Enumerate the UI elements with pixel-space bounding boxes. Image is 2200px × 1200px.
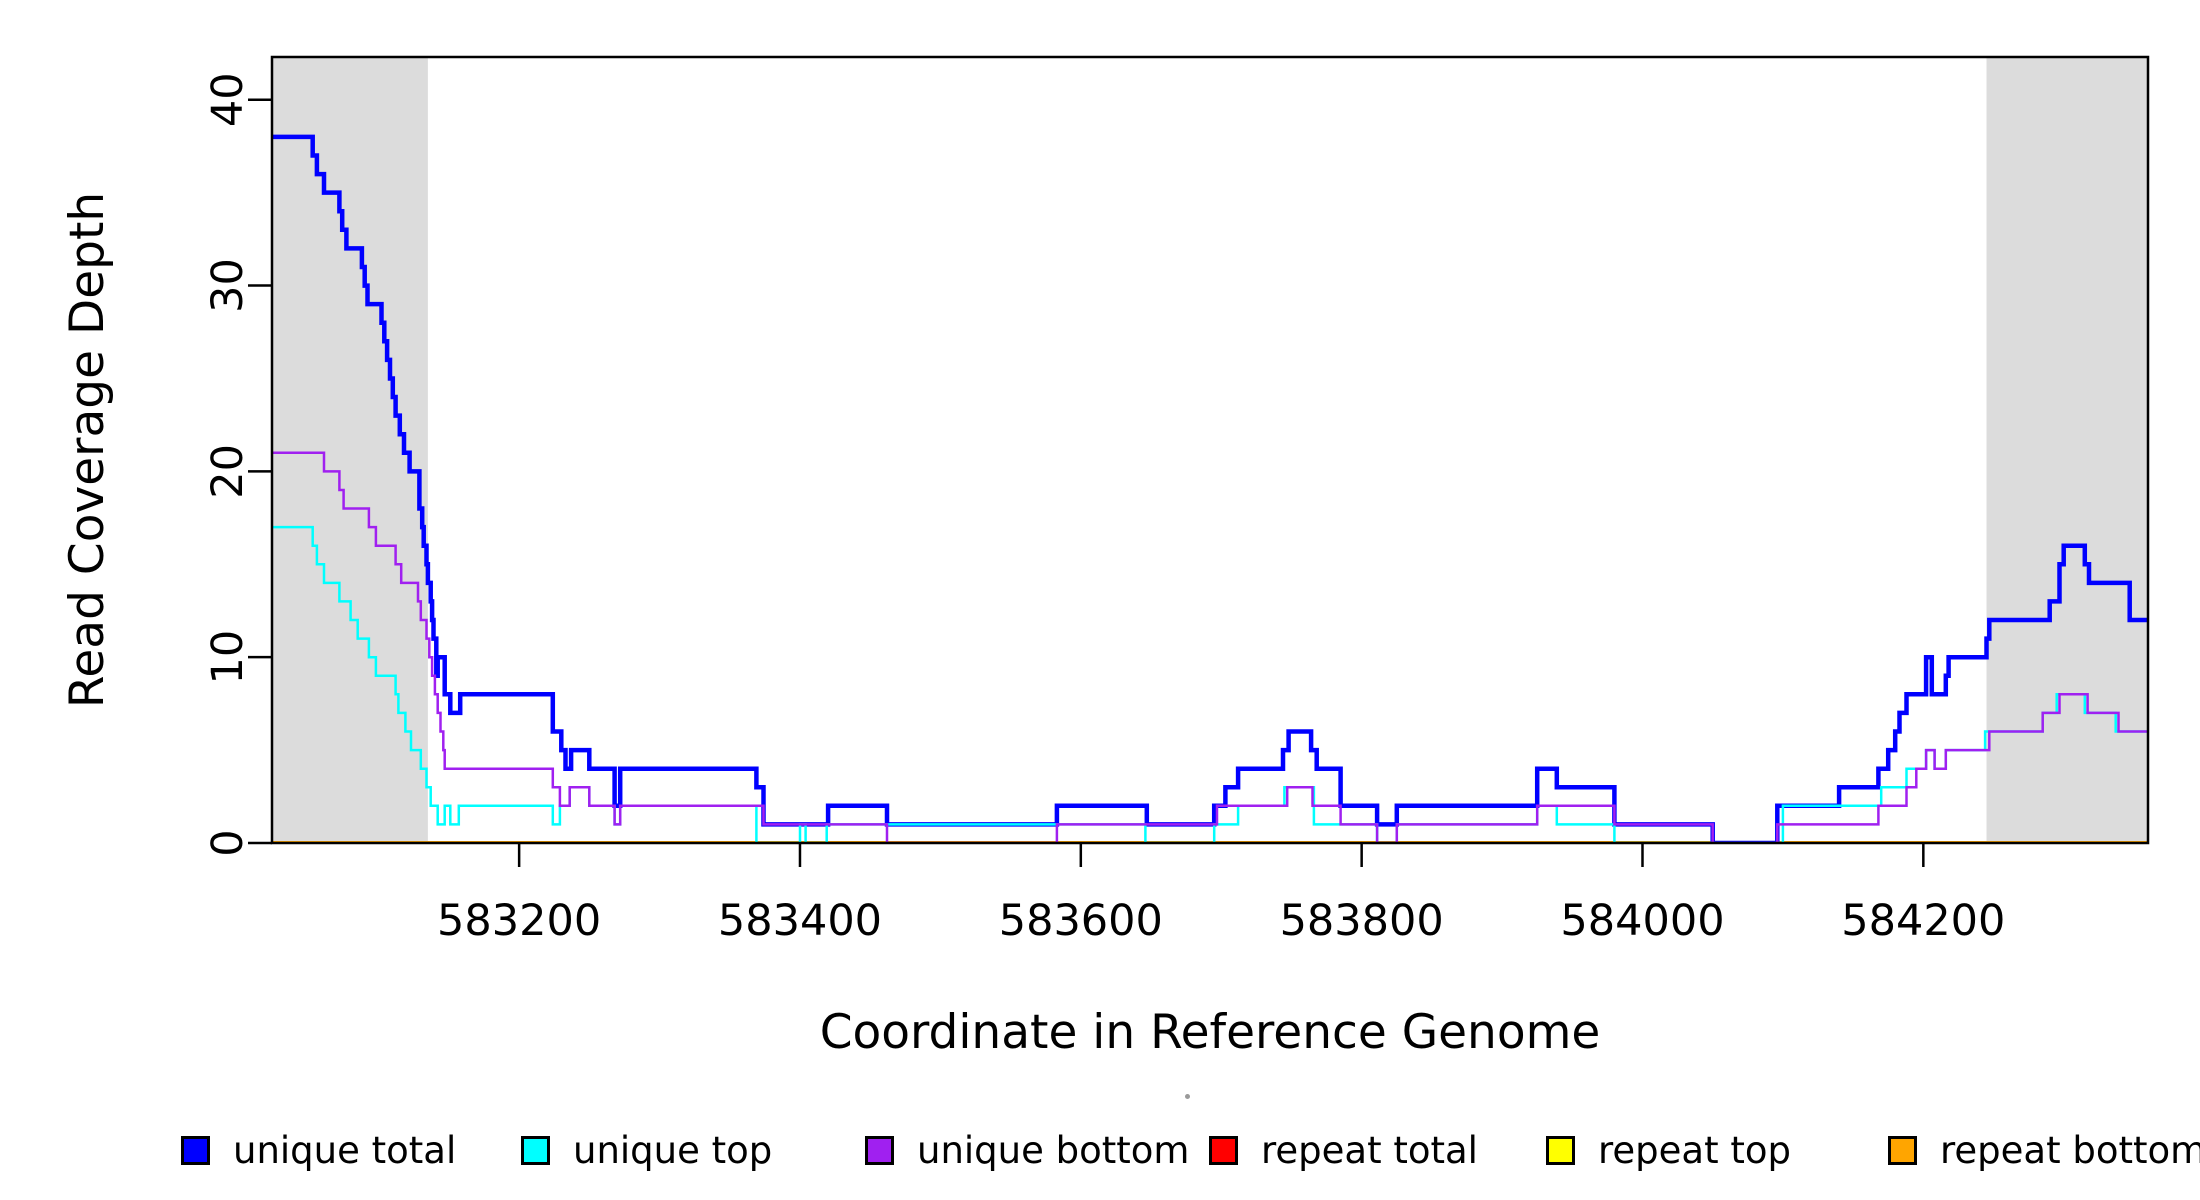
legend-item-unique-total: unique total <box>181 1120 456 1180</box>
series-line-unique-bottom <box>272 451 2148 843</box>
x-tick-label: 583800 <box>1280 896 1444 946</box>
series-line-unique-top <box>272 525 2148 843</box>
legend-label: repeat total <box>1261 1128 1478 1172</box>
y-tick-label: 20 <box>203 444 253 499</box>
masked-region-band-1 <box>1986 57 2148 843</box>
axes-ticks-labels: 583200 583400 583600 583800 584000 584200 0 10 2… <box>203 72 2005 946</box>
legend-label: repeat top <box>1598 1128 1791 1172</box>
legend-swatch-unique-top <box>521 1135 550 1165</box>
x-tick-label: 584200 <box>1841 896 2005 946</box>
legend-item-repeat-top: repeat top <box>1546 1120 1791 1180</box>
legend-swatch-unique-total <box>181 1135 210 1165</box>
series-line-unique-total <box>272 134 2148 843</box>
legend-label: unique bottom <box>917 1128 1190 1172</box>
legend-label: repeat bottom <box>1940 1128 2200 1172</box>
x-tick-label: 584000 <box>1560 896 1724 946</box>
legend-label: unique top <box>573 1128 773 1172</box>
x-axis-title: Coordinate in Reference Genome <box>820 1005 1601 1060</box>
series-lines <box>272 134 2148 843</box>
x-tick-label: 583600 <box>999 896 1163 946</box>
legend-swatch-repeat-top <box>1546 1135 1575 1165</box>
y-tick-label: 10 <box>203 630 253 685</box>
y-axis-title: Read Coverage Depth <box>60 192 115 708</box>
legend-swatch-repeat-bottom <box>1888 1135 1917 1165</box>
legend-item-unique-top: unique top <box>521 1120 772 1180</box>
legend: unique total unique top unique bottom repea… <box>0 1120 2200 1180</box>
x-tick-label: 583400 <box>718 896 882 946</box>
x-tick-label: 583200 <box>437 896 601 946</box>
y-tick-label: 30 <box>203 258 253 313</box>
legend-label: unique total <box>233 1128 457 1172</box>
stray-dot-artifact <box>1185 1094 1190 1099</box>
legend-swatch-unique-bottom <box>865 1135 894 1165</box>
y-tick-label: 40 <box>203 72 253 127</box>
legend-swatch-repeat-total <box>1209 1135 1238 1165</box>
legend-item-repeat-total: repeat total <box>1209 1120 1478 1180</box>
plot-border-box <box>270 55 2150 845</box>
legend-item-repeat-bottom: repeat bottom <box>1888 1120 2200 1180</box>
legend-item-unique-bottom: unique bottom <box>865 1120 1189 1180</box>
y-tick-label: 0 <box>203 829 253 856</box>
